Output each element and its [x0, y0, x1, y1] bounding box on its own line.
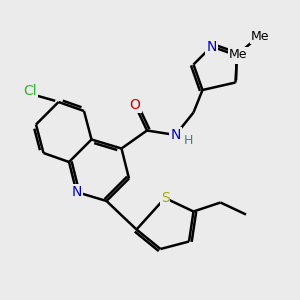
Text: Cl: Cl: [23, 84, 37, 98]
Text: O: O: [130, 98, 140, 112]
Text: Me: Me: [229, 48, 248, 62]
Text: N: N: [232, 49, 242, 62]
Text: Me: Me: [251, 30, 270, 43]
Text: H: H: [183, 134, 193, 147]
Text: N: N: [170, 128, 181, 142]
Text: N: N: [71, 185, 82, 199]
Text: N: N: [206, 40, 217, 53]
Text: S: S: [160, 191, 169, 205]
